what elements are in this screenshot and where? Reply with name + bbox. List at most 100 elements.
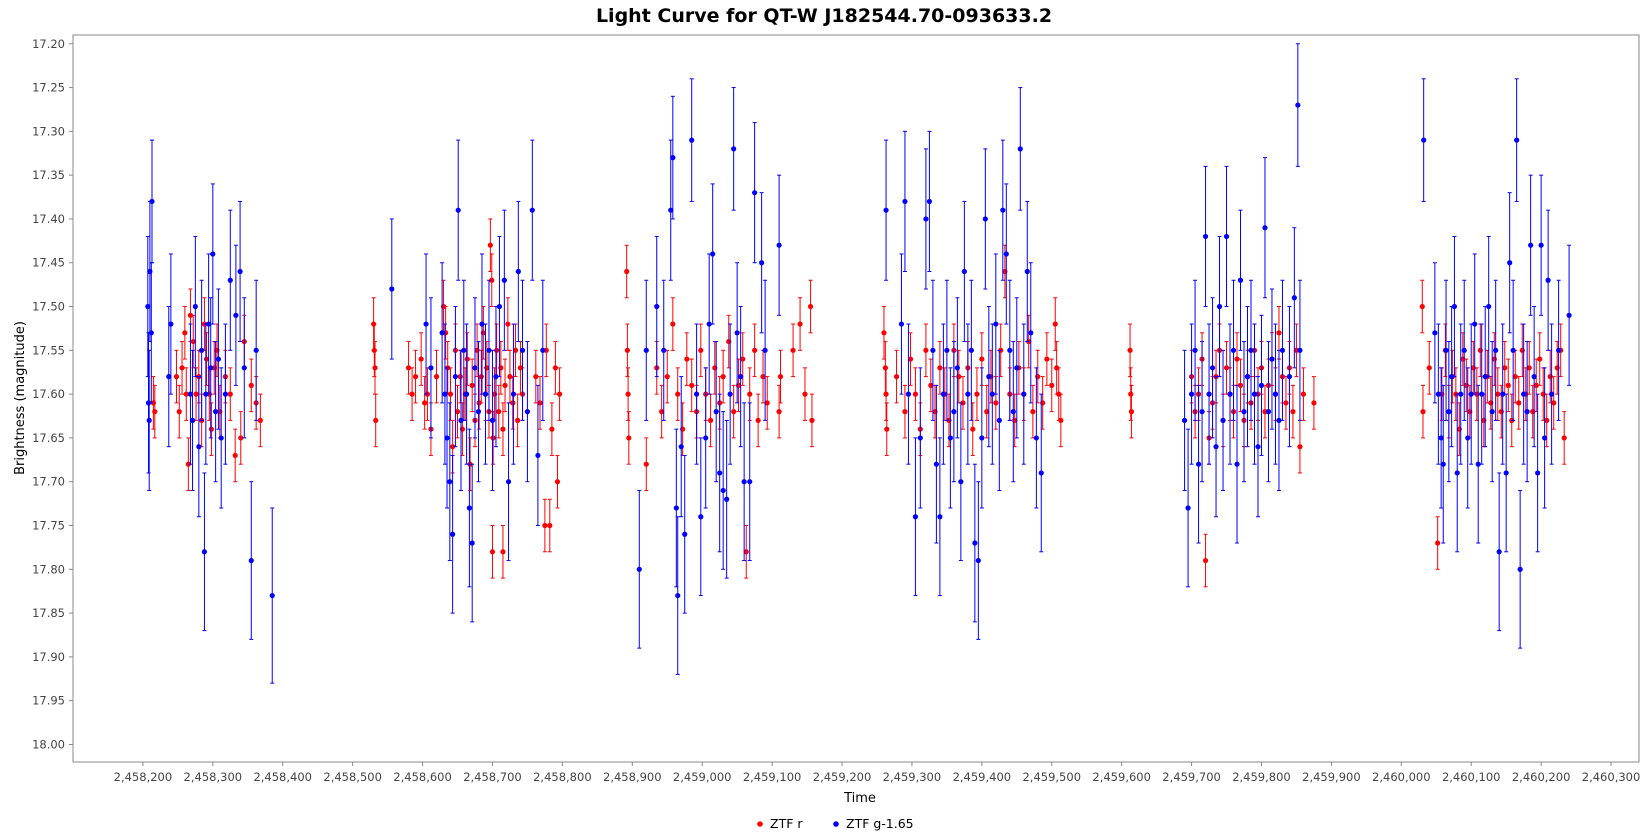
x-tick-label: 2,459,600 (1092, 770, 1151, 784)
data-point (734, 330, 740, 336)
data-point (1544, 417, 1550, 423)
y-tick-label: 17.85 (32, 606, 65, 620)
data-point (145, 303, 151, 310)
data-point (675, 592, 681, 599)
data-point (1290, 409, 1296, 415)
data-point (636, 566, 642, 572)
data-point (1021, 391, 1027, 397)
data-point (720, 374, 726, 380)
data-point (643, 347, 649, 353)
data-point (1526, 365, 1532, 371)
data-point (1531, 374, 1537, 380)
data-point (996, 417, 1002, 423)
data-point (752, 347, 758, 353)
data-point (1493, 347, 1499, 353)
data-point (1475, 461, 1481, 467)
data-point (905, 391, 912, 397)
data-point (907, 356, 914, 362)
data-point (1297, 444, 1303, 450)
data-point (937, 514, 943, 520)
data-point (1007, 347, 1013, 353)
data-point (502, 382, 508, 388)
x-tick-label: 2,459,400 (953, 770, 1012, 784)
data-point (1443, 347, 1449, 353)
data-point (1535, 470, 1541, 476)
data-point (233, 312, 239, 318)
data-point (661, 347, 667, 353)
legend-r-marker (757, 821, 763, 827)
data-point (1454, 470, 1460, 476)
data-point (979, 435, 985, 441)
data-point (1185, 505, 1191, 511)
data-point (1227, 391, 1233, 397)
data-point (1209, 365, 1216, 371)
x-tick-label: 2,460,300 (1582, 770, 1641, 784)
y-tick-label: 17.60 (32, 387, 65, 401)
data-point (809, 417, 815, 423)
data-point (1220, 417, 1226, 423)
data-point (1502, 365, 1508, 371)
data-point (1223, 365, 1230, 371)
data-point (1003, 251, 1009, 257)
data-point (1248, 347, 1254, 353)
data-point (731, 146, 737, 152)
data-point (724, 496, 730, 502)
data-point (884, 426, 890, 432)
data-point (1451, 303, 1458, 310)
legend-r-label: ZTF r (770, 816, 803, 831)
data-point (1255, 444, 1261, 450)
data-point (933, 461, 939, 467)
x-tick-label: 2,459,700 (1162, 770, 1221, 784)
data-point (707, 417, 714, 423)
data-point (1202, 233, 1209, 240)
data-point (968, 347, 974, 353)
x-tick-label: 2,460,200 (1512, 770, 1571, 784)
data-point (1516, 400, 1522, 406)
data-point (529, 207, 535, 213)
data-point (227, 391, 233, 397)
data-point (898, 321, 905, 327)
chart-title: Light Curve for QT-W J182544.70-093633.2 (596, 5, 1052, 27)
data-point (500, 426, 506, 432)
data-point (1234, 461, 1240, 467)
data-point (373, 417, 379, 423)
data-layer (145, 43, 1572, 684)
data-point (675, 391, 681, 397)
data-point (972, 540, 978, 546)
x-tick-label: 2,460,000 (1372, 770, 1431, 784)
data-point (371, 347, 377, 353)
data-point (1512, 374, 1518, 380)
data-point (554, 479, 561, 485)
data-point (1426, 365, 1432, 371)
data-point (201, 549, 208, 555)
data-point (727, 391, 733, 397)
data-point (713, 409, 719, 415)
data-point (257, 417, 263, 423)
data-point (189, 417, 196, 423)
data-point (187, 391, 194, 397)
data-point (1033, 435, 1039, 441)
data-point (176, 409, 182, 415)
y-tick-label: 17.95 (32, 694, 65, 708)
legend-g-label: ZTF g-1.65 (846, 816, 914, 831)
data-point (678, 444, 684, 450)
data-point (760, 374, 766, 380)
data-point (1262, 225, 1268, 231)
data-point (1521, 391, 1527, 397)
data-point (694, 391, 700, 397)
data-point (241, 365, 247, 371)
data-point (1507, 260, 1513, 266)
x-tick-label: 2,459,100 (743, 770, 802, 784)
data-point (902, 409, 908, 415)
data-point (684, 356, 690, 362)
data-point (524, 409, 531, 415)
data-point (1542, 435, 1548, 441)
data-point (533, 374, 539, 380)
x-tick-label: 2,458,900 (603, 770, 662, 784)
data-point (1500, 391, 1506, 397)
data-point (960, 400, 966, 406)
data-point (1044, 356, 1050, 362)
data-point (1127, 347, 1133, 353)
data-point (881, 330, 887, 336)
